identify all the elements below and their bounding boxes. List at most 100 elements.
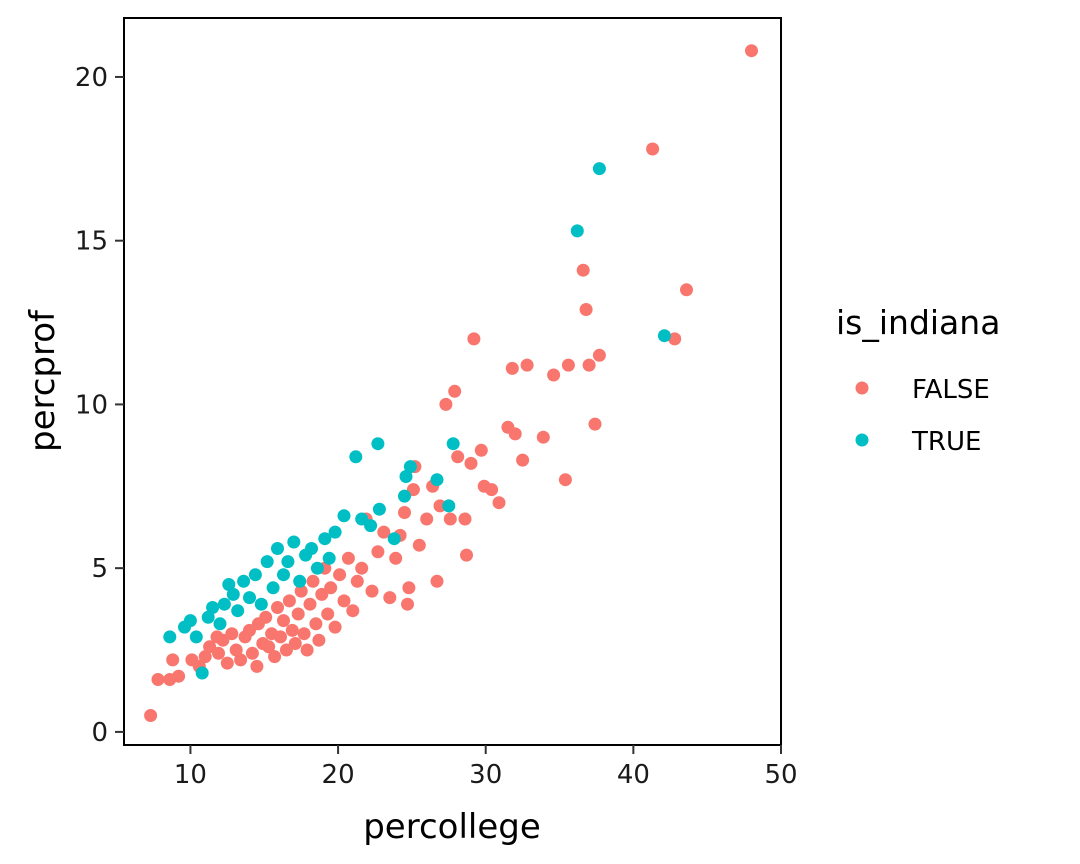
point-false-74 [460,548,473,562]
legend-title: is_indiana [836,303,1000,342]
point-true-20 [281,555,295,569]
point-true-16 [260,555,274,569]
point-false-4 [166,653,180,667]
y-tick-label-15: 15 [75,227,108,257]
point-false-8 [203,640,217,654]
point-false-86 [536,430,550,444]
point-false-22 [259,610,273,624]
point-false-60 [401,597,414,611]
point-false-72 [451,450,465,464]
point-false-76 [467,332,481,346]
point-true-28 [328,525,342,539]
point-false-35 [297,627,311,641]
point-true-11 [231,604,245,618]
point-false-31 [285,623,299,637]
point-true-15 [254,597,268,611]
y-tick-label-5: 5 [91,554,108,584]
point-true-13 [243,591,256,605]
point-false-49 [346,604,360,618]
point-true-33 [371,437,385,451]
series-false [144,44,758,722]
point-false-79 [485,483,499,497]
point-true-30 [349,450,363,464]
point-false-39 [309,617,323,631]
point-false-67 [430,574,444,588]
point-true-38 [403,460,417,474]
point-false-30 [282,594,296,608]
point-false-55 [377,525,391,539]
point-false-7 [198,650,212,664]
point-false-91 [579,303,593,316]
point-false-88 [558,473,572,487]
point-true-44 [657,329,671,343]
point-true-9 [222,578,236,591]
point-true-0 [163,630,177,644]
point-false-90 [576,263,590,277]
point-false-77 [474,443,488,457]
point-true-31 [355,512,369,526]
point-true-29 [337,509,351,523]
point-false-48 [341,551,355,565]
x-tick-label-10: 10 [174,760,207,790]
plot-panel-border [123,17,782,746]
point-true-41 [446,437,460,451]
point-false-95 [646,142,660,156]
point-false-45 [328,620,342,634]
x-axis-title: percollege [363,807,541,847]
point-false-46 [333,568,347,582]
point-true-4 [195,666,209,680]
point-false-38 [306,574,320,588]
point-false-69 [439,397,453,411]
point-false-70 [443,512,457,526]
point-true-19 [277,568,290,582]
legend-label-false: FALSE [912,375,990,405]
point-false-64 [412,538,426,552]
point-false-47 [337,594,351,608]
point-true-32 [364,519,378,533]
point-false-57 [389,551,403,565]
y-tick-label-0: 0 [91,718,108,748]
point-false-85 [520,358,534,372]
point-true-14 [248,568,262,582]
point-false-0 [144,709,158,722]
point-false-29 [279,643,293,657]
point-false-12 [220,656,234,670]
point-false-36 [300,643,314,657]
point-false-59 [398,506,411,519]
point-false-84 [516,453,530,467]
y-tick-label-20: 20 [75,63,108,93]
point-false-19 [250,659,264,673]
point-true-17 [266,581,280,595]
point-false-65 [420,512,434,526]
point-false-54 [371,545,385,559]
point-false-61 [402,581,416,595]
point-false-1 [151,673,165,686]
point-false-26 [271,601,284,614]
point-true-8 [217,597,231,611]
point-false-37 [303,597,317,611]
point-false-92 [582,358,596,372]
point-false-23 [262,640,276,654]
point-true-37 [399,470,413,483]
point-false-56 [383,591,397,605]
y-tick-label-10: 10 [75,390,108,420]
x-tick-label-30: 30 [469,760,502,790]
point-false-28 [277,614,290,628]
point-false-14 [229,643,243,657]
point-true-42 [570,224,584,238]
point-false-82 [505,361,519,375]
x-tick-label-20: 20 [322,760,355,790]
point-true-24 [305,542,318,555]
point-true-34 [372,502,386,516]
point-true-43 [592,162,606,176]
point-false-27 [274,630,287,644]
point-false-51 [355,561,369,575]
point-true-10 [226,587,240,601]
point-false-89 [561,358,575,372]
point-false-3 [172,669,186,683]
point-false-75 [464,456,478,470]
legend: is_indiana FALSE TRUE [836,303,1000,457]
point-true-18 [271,542,284,555]
point-false-15 [234,653,248,667]
point-true-5 [201,610,215,624]
